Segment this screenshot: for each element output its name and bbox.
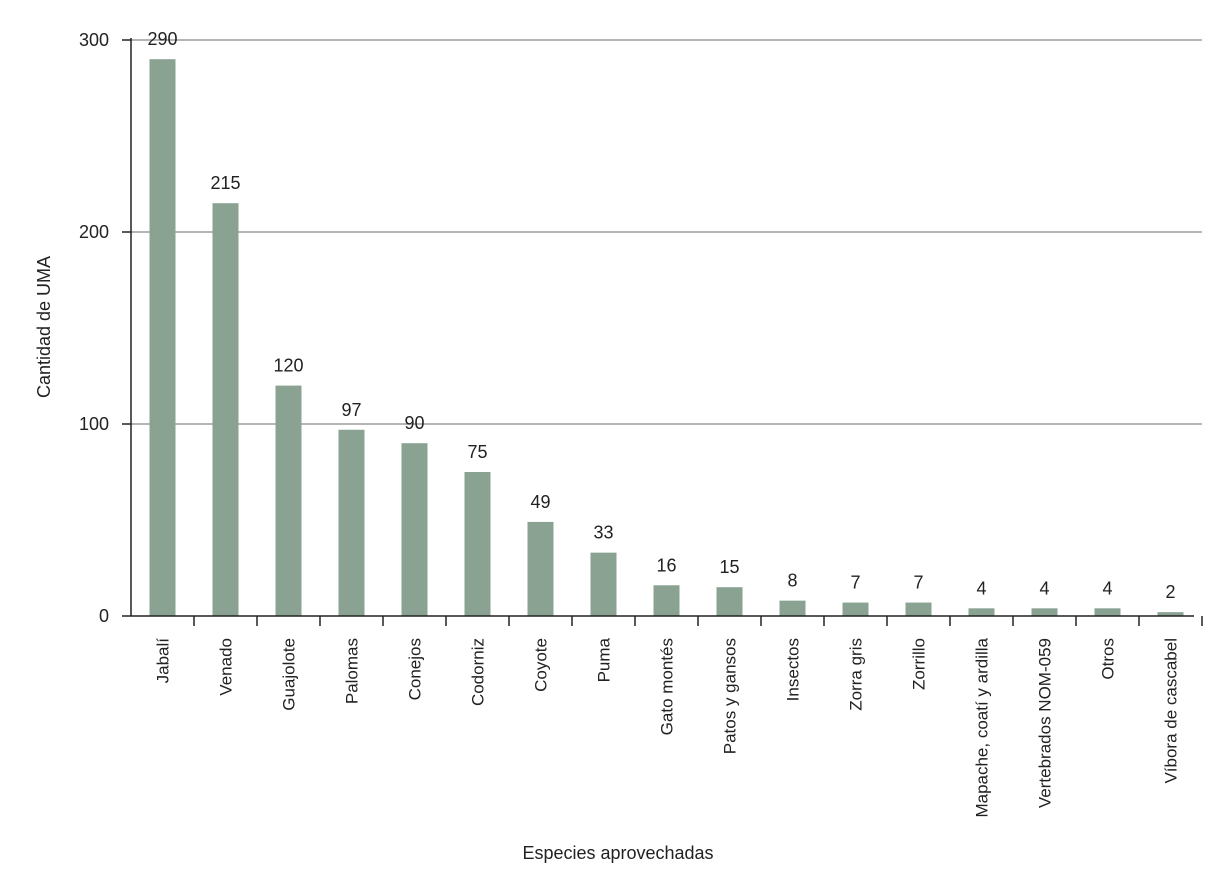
bar: [149, 59, 176, 616]
data-label: 75: [467, 442, 487, 462]
category-label: Codorniz: [469, 638, 488, 706]
axes: [122, 38, 1203, 626]
bar: [401, 443, 428, 616]
data-label: 4: [1039, 578, 1049, 598]
category-label: Jabalí: [154, 638, 173, 684]
bar: [653, 585, 680, 616]
data-label: 15: [719, 557, 739, 577]
category-label: Otros: [1099, 638, 1118, 680]
bars: [149, 59, 1184, 616]
category-label: Palomas: [343, 638, 362, 704]
data-label: 120: [273, 356, 303, 376]
category-label: Puma: [595, 637, 614, 682]
bar: [968, 608, 995, 616]
x-axis-title: Especies aprovechadas: [522, 843, 713, 863]
bar: [464, 472, 491, 616]
data-label: 7: [850, 573, 860, 593]
bar: [527, 521, 554, 616]
data-label: 2: [1165, 582, 1175, 602]
category-label: Patos y gansos: [721, 638, 740, 754]
bar: [779, 600, 806, 616]
data-label: 215: [210, 173, 240, 193]
bar: [275, 385, 302, 616]
category-label: Zorrillo: [910, 638, 929, 690]
bar: [1031, 608, 1058, 616]
y-tick-label: 300: [79, 30, 109, 50]
bar: [1094, 608, 1121, 616]
data-label: 8: [787, 571, 797, 591]
bar: [212, 203, 239, 616]
y-tick-label: 200: [79, 222, 109, 242]
data-label: 4: [1102, 578, 1112, 598]
bar: [842, 602, 869, 616]
category-label: Vertebrados NOM-059: [1036, 638, 1055, 808]
data-label: 49: [530, 492, 550, 512]
category-label: Insectos: [784, 638, 803, 701]
category-label: Guajolote: [280, 638, 299, 711]
category-label: Mapache, coatí y ardilla: [973, 637, 992, 817]
grid-lines: [131, 39, 1202, 425]
data-label: 33: [593, 523, 613, 543]
bar: [590, 552, 617, 616]
category-label: Conejos: [406, 638, 425, 700]
bar: [1157, 612, 1184, 616]
category-label: Venado: [217, 638, 236, 696]
data-label: 97: [341, 400, 361, 420]
y-axis-title: Cantidad de UMA: [34, 256, 54, 398]
data-label: 7: [913, 573, 923, 593]
category-label: Gato montés: [658, 638, 677, 735]
y-tick-label: 100: [79, 414, 109, 434]
category-label: Coyote: [532, 638, 551, 692]
bar: [716, 587, 743, 616]
data-label: 290: [147, 29, 177, 49]
category-label: Zorra gris: [847, 638, 866, 711]
data-label: 4: [976, 578, 986, 598]
category-label: Víbora de cascabel: [1162, 638, 1181, 784]
bar: [905, 602, 932, 616]
bar: [338, 429, 365, 616]
y-tick-label: 0: [99, 606, 109, 626]
data-label: 16: [656, 555, 676, 575]
data-label: 90: [404, 413, 424, 433]
